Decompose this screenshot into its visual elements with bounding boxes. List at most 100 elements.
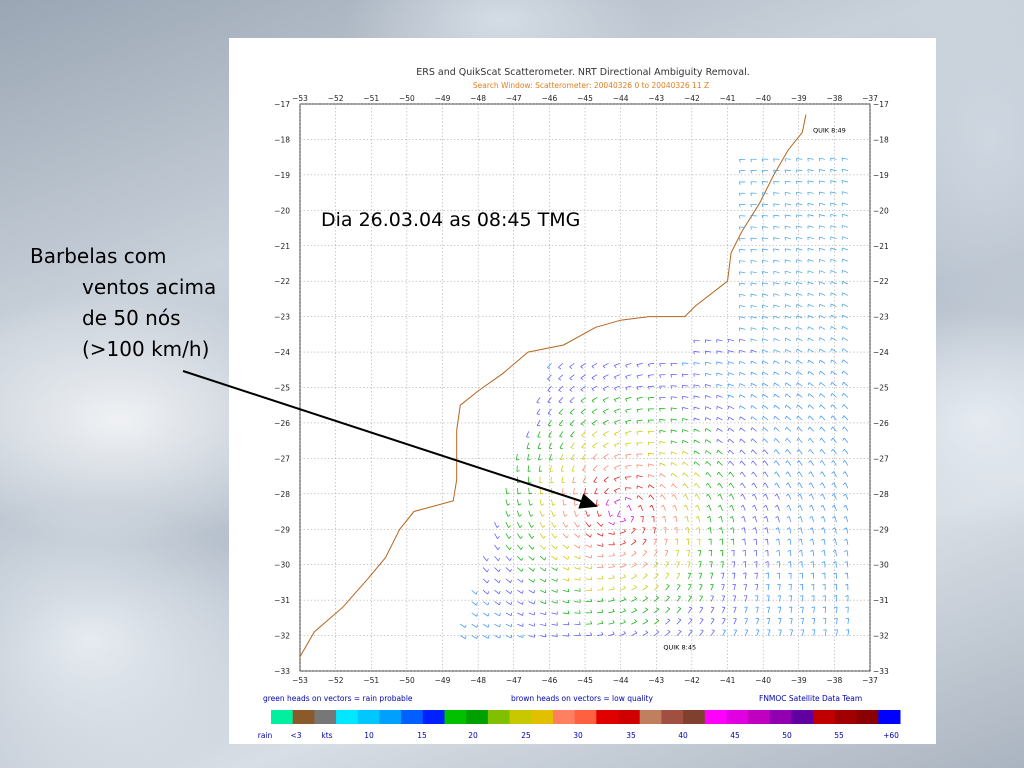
- wind-barb: [688, 607, 693, 614]
- wind-barb-feather: [645, 607, 649, 610]
- wind-barb-feather: [834, 617, 838, 620]
- wind-barb-feather: [819, 393, 821, 397]
- wind-barb: [684, 494, 689, 500]
- wind-barb: [810, 493, 815, 500]
- wind-barb: [619, 531, 626, 534]
- wind-barb-feather: [800, 606, 804, 608]
- wind-barb: [773, 248, 780, 251]
- wind-barb-feather: [644, 573, 648, 576]
- wind-barb: [751, 394, 757, 398]
- wind-barb: [560, 465, 564, 472]
- wind-barb: [705, 373, 712, 376]
- wind-barb: [494, 623, 500, 628]
- wind-barb-feather: [754, 572, 758, 574]
- wind-barb-feather: [581, 446, 585, 449]
- wind-barb: [614, 453, 621, 457]
- wind-barb: [742, 505, 746, 511]
- wind-barb-feather: [602, 388, 606, 392]
- wind-barb-feather: [648, 494, 651, 498]
- y-tick-label: −33: [274, 667, 290, 676]
- wind-barb-feather: [476, 635, 478, 639]
- wind-barb: [619, 565, 626, 568]
- y-tick-label: −25: [274, 384, 290, 393]
- wind-barb-feather: [487, 602, 490, 606]
- wind-barb: [482, 601, 489, 606]
- wind-barb-feather: [543, 535, 546, 539]
- wind-barb: [716, 350, 723, 353]
- wind-barb-feather: [796, 181, 798, 185]
- wind-barb-feather: [785, 482, 789, 486]
- wind-barb: [653, 562, 659, 568]
- wind-barb-feather: [711, 629, 715, 631]
- wind-barb: [809, 426, 814, 432]
- wind-barb: [784, 180, 791, 183]
- colorbar-swatch: [639, 710, 662, 724]
- wind-barb-feather: [787, 538, 791, 541]
- wind-barb: [842, 225, 849, 228]
- y-tick-label: −24: [873, 348, 889, 357]
- wind-barb-feather: [569, 412, 573, 415]
- x-tick-label: −39: [791, 676, 807, 685]
- x-tick-label: −48: [470, 676, 486, 685]
- wind-barb-feather: [551, 492, 555, 495]
- colorbar-label: <3: [290, 731, 301, 740]
- wind-barb: [779, 595, 781, 602]
- wind-barb: [830, 236, 837, 240]
- wind-barb-feather: [808, 493, 812, 497]
- wind-barb-feather: [739, 471, 743, 475]
- wind-barb-feather: [753, 538, 757, 541]
- wind-barb: [573, 510, 577, 517]
- wind-barb-feather: [729, 516, 733, 519]
- wind-barb-feather: [796, 460, 800, 464]
- wind-barb: [733, 630, 738, 636]
- wind-barb: [801, 550, 803, 557]
- wind-barb-feather: [521, 568, 524, 572]
- wind-barb: [558, 363, 564, 368]
- colorbar-swatch: [531, 710, 554, 724]
- wind-barb-feather: [750, 416, 753, 420]
- wind-barb-feather: [761, 237, 764, 241]
- wind-barb: [683, 461, 689, 466]
- wind-barb-feather: [750, 394, 752, 398]
- y-tick-label: −20: [873, 206, 889, 215]
- wind-barb: [786, 449, 792, 455]
- wind-barb-feather: [727, 416, 730, 421]
- wind-barb: [675, 516, 678, 523]
- wind-barb: [705, 417, 712, 421]
- wind-barb-feather: [807, 158, 809, 162]
- wind-barb: [728, 394, 735, 398]
- wind-barb-feather: [765, 583, 770, 586]
- wind-barb-feather: [497, 536, 500, 539]
- wind-barb-feather: [682, 451, 684, 455]
- wind-barb: [585, 578, 592, 580]
- wind-barb: [773, 226, 780, 228]
- wind-barb: [728, 383, 735, 387]
- wind-barb: [570, 431, 575, 437]
- wind-barb: [739, 361, 746, 364]
- wind-barb-feather: [811, 595, 815, 597]
- y-tick-label: −32: [873, 632, 889, 641]
- wind-barb: [614, 397, 621, 400]
- wind-barb-feather: [761, 158, 764, 163]
- wind-barb: [558, 374, 564, 380]
- wind-barb-feather: [773, 215, 775, 219]
- wind-barb: [574, 589, 581, 592]
- wind-barb-feather: [750, 204, 752, 208]
- wind-barb-feather: [706, 493, 709, 497]
- wind-barb: [659, 419, 666, 421]
- wind-barb-feather: [614, 455, 617, 459]
- wind-barb: [574, 555, 580, 560]
- wind-barb: [773, 214, 780, 217]
- wind-barb-feather: [601, 631, 604, 635]
- wind-barb-feather: [636, 431, 639, 435]
- wind-barb-feather: [675, 538, 679, 540]
- wind-barb-feather: [784, 181, 786, 185]
- wind-barb-feather: [818, 326, 821, 330]
- wind-barb-feather: [773, 460, 777, 464]
- wind-barb-feather: [774, 471, 777, 475]
- wind-barb-feather: [738, 238, 741, 242]
- wind-barb: [551, 623, 558, 626]
- wind-barb-feather: [717, 482, 720, 486]
- x-tick-label: −47: [506, 676, 522, 685]
- wind-barb-feather: [612, 597, 615, 601]
